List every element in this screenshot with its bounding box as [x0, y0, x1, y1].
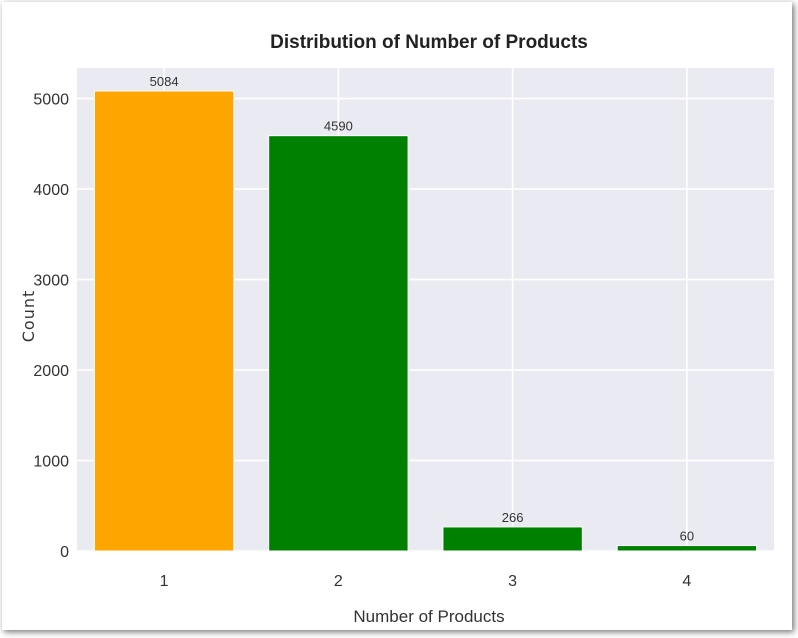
- x-axis-label: Number of Products: [353, 607, 504, 626]
- bar-1: [93, 90, 235, 552]
- y-tick-label: 4000: [33, 182, 69, 199]
- chart-frame: Distribution of Number of Products 5084 4…: [2, 2, 792, 630]
- bar-4: [616, 545, 758, 552]
- y-tick-label: 0: [60, 544, 69, 561]
- bar-3: [442, 526, 583, 552]
- data-label-2: 4590: [324, 119, 353, 134]
- y-tick-label: 3000: [33, 273, 69, 290]
- x-tick-label: 2: [334, 573, 343, 590]
- data-label-3: 266: [502, 510, 524, 525]
- y-tick-label: 1000: [33, 454, 69, 471]
- y-axis-label: Count: [19, 290, 38, 343]
- x-tick-label: 1: [160, 573, 169, 590]
- bars: 5084 4590 266 60: [93, 74, 758, 552]
- y-tick-label: 5000: [33, 92, 69, 109]
- data-label-4: 60: [680, 529, 694, 544]
- y-axis-ticks: 0 1000 2000 3000 4000 5000: [33, 92, 69, 561]
- y-tick-label: 2000: [33, 363, 69, 380]
- x-axis-ticks: 1 2 3 4: [160, 573, 692, 590]
- data-label-1: 5084: [150, 74, 179, 89]
- chart-title: Distribution of Number of Products: [270, 32, 588, 53]
- x-tick-label: 3: [508, 573, 517, 590]
- x-tick-label: 4: [682, 573, 691, 590]
- bar-2: [268, 135, 409, 552]
